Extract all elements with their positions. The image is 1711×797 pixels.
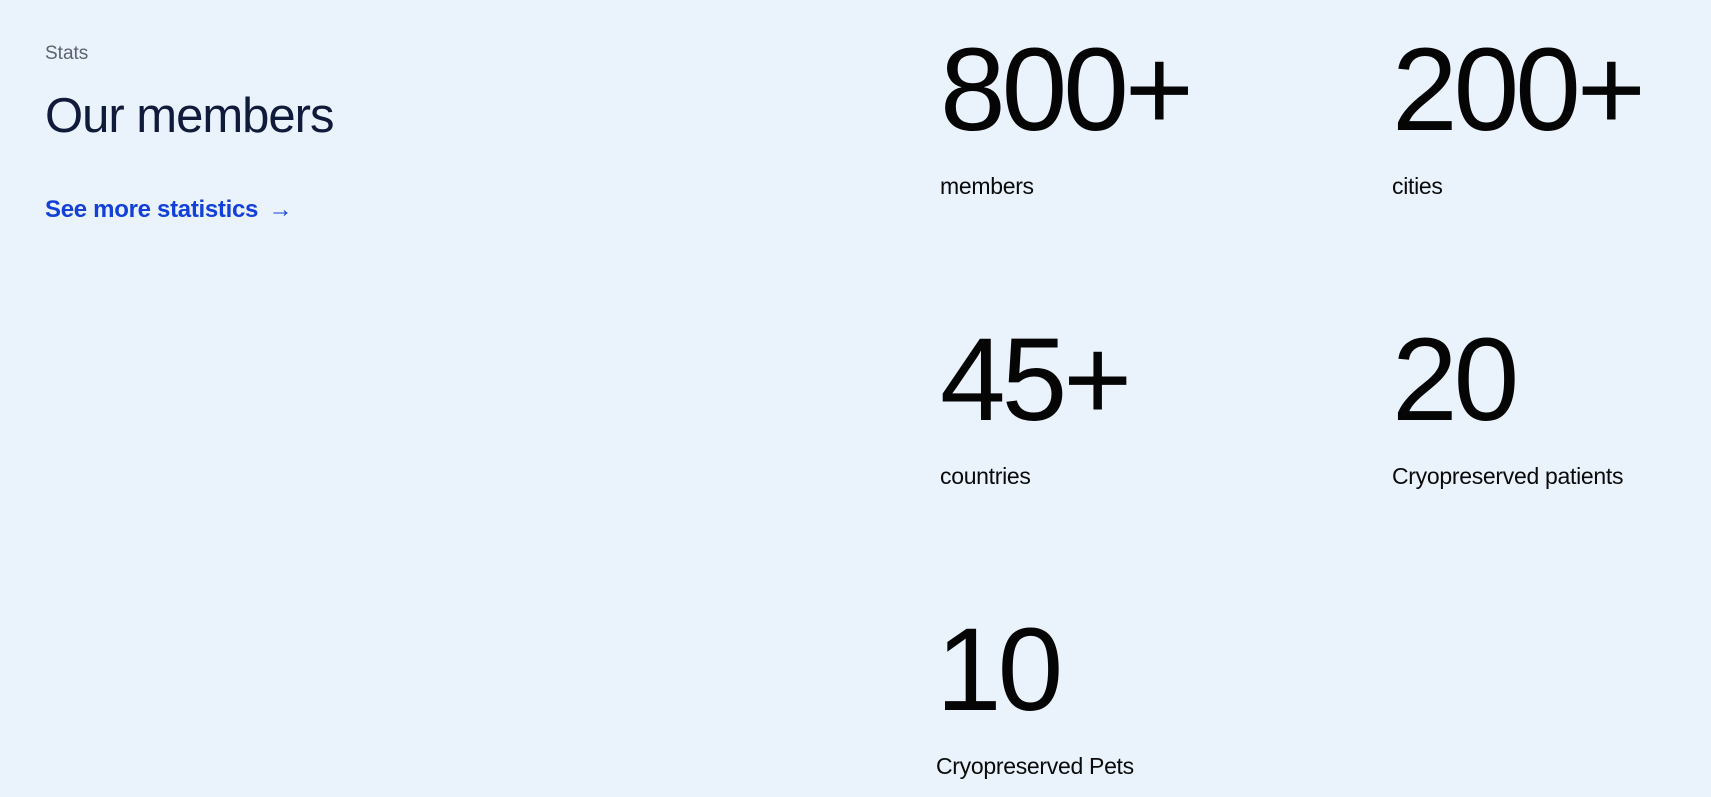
see-more-statistics-link[interactable]: See more statistics → <box>45 196 292 224</box>
stat-members: 800+ members <box>940 31 1360 200</box>
stat-value: 10 <box>936 604 1063 736</box>
stat-label: Cryopreserved Pets <box>936 753 1134 779</box>
section-eyebrow: Stats <box>45 43 89 64</box>
stat-label: cities <box>1392 173 1443 199</box>
stat-label: Cryopreserved patients <box>1392 463 1624 489</box>
section-title: Our members <box>45 89 335 143</box>
stat-label: countries <box>940 463 1031 489</box>
stat-cryopreserved-patients: 20 Cryopreserved patients <box>1392 321 1711 490</box>
stat-cryopreserved-pets: 10 Cryopreserved Pets <box>936 611 1356 780</box>
stat-value: 20 <box>1392 314 1519 446</box>
stat-value: 800+ <box>940 24 1194 156</box>
cta-label: See more statistics <box>45 196 259 223</box>
stat-cities: 200+ cities <box>1392 31 1711 200</box>
stats-grid: 800+ members 200+ cities 45+ countries 2… <box>936 0 1700 797</box>
stat-value: 45+ <box>940 314 1132 446</box>
stat-label: members <box>940 173 1034 199</box>
arrow-right-icon: → <box>268 196 293 223</box>
stat-value: 200+ <box>1392 24 1646 156</box>
stat-countries: 45+ countries <box>940 321 1360 490</box>
